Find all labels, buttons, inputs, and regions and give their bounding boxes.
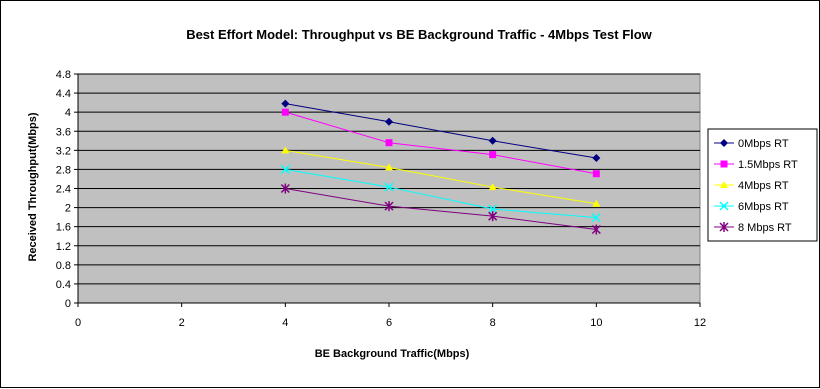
series-2 [281, 108, 600, 178]
data-point [281, 99, 290, 108]
y-tick-label: 3.6 [56, 126, 71, 138]
legend-marker [720, 139, 728, 147]
legend: 0Mbps RT 1.5Mbps RT 4Mbps RT 6Mbps RT 8 Mbps… [707, 128, 818, 242]
data-point [280, 164, 290, 174]
y-tick-label: 2.4 [56, 184, 71, 196]
series-1 [281, 99, 601, 162]
x-axis-title: BE Background Traffic(Mbps) [315, 348, 470, 360]
y-tick-label: 0 [65, 298, 71, 310]
data-point [384, 182, 394, 192]
y-tick-label: 4 [65, 107, 71, 119]
y-tick-label: 2.8 [56, 164, 71, 176]
series-3 [281, 146, 601, 207]
y-tick-label: 2 [65, 203, 71, 215]
legend-marker [720, 160, 728, 168]
legend-item: 4Mbps RT [714, 180, 789, 192]
data-point [488, 183, 497, 191]
y-tick-label: 1.6 [56, 222, 71, 234]
y-tick-label: 1.2 [56, 241, 71, 253]
data-point [591, 213, 601, 223]
x-tick-label: 6 [386, 317, 392, 329]
legend-label: 4Mbps RT [738, 180, 789, 192]
axes [74, 73, 701, 307]
chart-title: Best Effort Model: Throughput vs BE Back… [186, 27, 652, 42]
legend-item: 6Mbps RT [714, 201, 789, 213]
data-point [384, 201, 394, 212]
data-point [592, 170, 600, 178]
legend-label: 8 Mbps RT [738, 222, 792, 234]
x-tick-label: 12 [694, 317, 706, 329]
legend-marker [719, 201, 729, 211]
data-point [385, 163, 393, 171]
y-tick-label: 4.4 [56, 88, 71, 100]
tick-labels: 0 0.4 0.8 1.2 1.6 2 2.4 2.8 3.2 3.6 4 4.4 4.8 0 2 4 6 8 10… [56, 69, 706, 329]
data-point [385, 139, 393, 147]
data-point [591, 224, 601, 235]
data-point [488, 204, 498, 214]
series-line [285, 103, 597, 159]
y-tick-label: 4.8 [56, 69, 71, 81]
series-line [285, 188, 597, 231]
series-line [285, 111, 597, 175]
x-tick-label: 0 [75, 317, 81, 329]
x-tick-label: 8 [490, 317, 496, 329]
series-4 [280, 164, 601, 223]
data-point [281, 146, 290, 154]
series-5 [280, 183, 601, 235]
y-tick-label: 0.4 [56, 279, 71, 291]
data-point [488, 211, 498, 222]
data-point [281, 108, 289, 116]
legend-label: 0Mbps RT [738, 138, 789, 150]
x-tick-label: 2 [179, 317, 185, 329]
y-tick-label: 0.8 [56, 260, 71, 272]
x-tick-label: 10 [590, 317, 602, 329]
series-line [285, 149, 597, 205]
series-line [285, 168, 597, 219]
legend-marker [719, 222, 729, 232]
legend-label: 6Mbps RT [738, 201, 789, 213]
y-tick-label: 3.2 [56, 145, 71, 157]
y-axis-title: Received Throughput(Mbps) [27, 112, 39, 261]
legend-marker [720, 181, 728, 188]
legend-label: 1.5Mbps RT [738, 159, 798, 171]
data-point [592, 153, 601, 162]
legend-item: 0Mbps RT [714, 138, 789, 150]
x-tick-label: 4 [282, 317, 288, 329]
series-group [280, 99, 601, 235]
data-point [385, 117, 393, 126]
data-point [488, 136, 497, 145]
legend-item: 8 Mbps RT [714, 222, 792, 234]
data-point [489, 151, 497, 159]
legend-item: 1.5Mbps RT [714, 159, 798, 171]
data-point [592, 199, 601, 207]
data-point [280, 183, 290, 194]
